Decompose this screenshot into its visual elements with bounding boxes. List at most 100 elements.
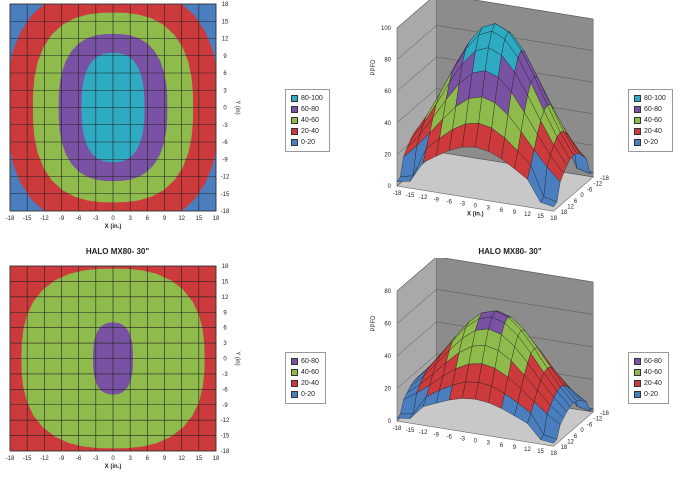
y-tick-label: -6 bbox=[587, 187, 593, 193]
z-axis-label: PPFD bbox=[371, 315, 377, 332]
x-tick-label: -6 bbox=[76, 216, 82, 222]
x-tick-label: 18 bbox=[550, 451, 557, 457]
y-tick-label: 6 bbox=[574, 199, 578, 205]
x-tick-label: -18 bbox=[6, 216, 15, 222]
legend-item-0-20: 0-20 bbox=[291, 137, 323, 148]
y-tick-label: -6 bbox=[222, 140, 228, 146]
y-tick-label: 0 bbox=[223, 357, 227, 363]
y-tick-label: 0 bbox=[580, 428, 584, 434]
z-axis-label: PPFD bbox=[371, 59, 377, 76]
wall-gridline bbox=[396, 25, 594, 60]
y-tick-label: -3 bbox=[222, 372, 228, 378]
y-tick-label: 3 bbox=[223, 341, 227, 347]
x-tick-label: 6 bbox=[146, 216, 150, 222]
x-tick-label: 15 bbox=[537, 449, 544, 455]
surface-cell bbox=[540, 196, 558, 208]
x-tick-label: 15 bbox=[195, 216, 202, 222]
x-tick-label: -12 bbox=[419, 430, 428, 436]
x-tick-label: -12 bbox=[419, 195, 428, 201]
legend-item-60-80: 60-80 bbox=[634, 104, 666, 115]
legend-item-60-80: 60-80 bbox=[634, 356, 662, 367]
y-axis-label: Y (in) bbox=[234, 351, 240, 365]
legend-label: 80-100 bbox=[644, 95, 666, 102]
legend-top-right: 80-100 60-80 40-60 20-40 0-20 bbox=[628, 89, 673, 152]
legend-label: 60-80 bbox=[644, 358, 662, 365]
y-tick-label: -18 bbox=[221, 209, 230, 215]
x-tick-label: -9 bbox=[59, 456, 65, 462]
y-tick-label: -9 bbox=[222, 403, 228, 409]
y-tick-label: 0 bbox=[580, 193, 584, 199]
legend-label: 0-20 bbox=[644, 139, 659, 146]
z-tick-label: 40 bbox=[384, 354, 391, 360]
legend-label: 40-60 bbox=[301, 369, 319, 376]
heatmap-bottom-plot: -18 -15 -12 -9 -6 -3 0 3 6 9 12 15 18 X (in.) 18 15 12 9 6… bbox=[6, 264, 240, 470]
y-tick-label: -15 bbox=[221, 434, 230, 440]
y-tick-label: 12 bbox=[222, 295, 229, 301]
y-tick-label: -12 bbox=[594, 417, 603, 423]
legend-swatch bbox=[291, 117, 298, 124]
legend-label: 0-20 bbox=[301, 391, 316, 398]
legend-swatch bbox=[291, 106, 298, 113]
y-tick-label: 18 bbox=[222, 264, 229, 270]
x-tick-label: 0 bbox=[111, 456, 115, 462]
y-tick-label: 15 bbox=[222, 19, 229, 25]
x-tick-label: -18 bbox=[393, 426, 402, 432]
surface-mesh bbox=[396, 23, 594, 208]
x-tick-label: -3 bbox=[93, 216, 99, 222]
x-tick-label: -15 bbox=[23, 456, 32, 462]
legend-item-60-80: 60-80 bbox=[291, 356, 319, 367]
x-tick-label: 3 bbox=[128, 456, 132, 462]
wall-gridline bbox=[396, 289, 594, 324]
legend-swatch bbox=[634, 391, 641, 398]
x-tick-label: 18 bbox=[550, 216, 557, 222]
x-tick-label: 3 bbox=[487, 206, 491, 212]
wall-gridline bbox=[396, 0, 594, 29]
z-tick-label: 80 bbox=[384, 289, 391, 295]
x-tick-label: 12 bbox=[178, 456, 185, 462]
z-tick-label: 60 bbox=[384, 322, 391, 328]
z-tick-label: 0 bbox=[388, 419, 392, 425]
legend-item-40-60: 40-60 bbox=[291, 367, 319, 378]
z-tick-label: 20 bbox=[384, 387, 391, 393]
y-tick-label: 12 bbox=[567, 205, 574, 211]
y-tick-label: -9 bbox=[222, 157, 228, 163]
x-tick-label: 12 bbox=[178, 216, 185, 222]
contour-bands bbox=[10, 266, 216, 451]
z-tick-label: 100 bbox=[381, 26, 392, 32]
x-tick-label: 6 bbox=[500, 443, 504, 449]
legend-label: 40-60 bbox=[301, 117, 319, 124]
x-axis-label: X (in.) bbox=[105, 464, 122, 470]
surface-top: 0 20 40 60 80 100 PPFD -18 -15 -12 -9 -6 -3 0 3 6 9 12 15 1… bbox=[355, 0, 625, 235]
legend-item-60-80: 60-80 bbox=[291, 104, 323, 115]
legend-top-left: 80-100 60-80 40-60 20-40 0-20 bbox=[285, 89, 330, 152]
x-tick-label: -12 bbox=[40, 456, 49, 462]
surface-mesh bbox=[396, 310, 594, 444]
x-tick-label: 6 bbox=[500, 208, 504, 214]
legend-item-20-40: 20-40 bbox=[291, 378, 319, 389]
legend-swatch bbox=[291, 380, 298, 387]
x-tick-label: -12 bbox=[40, 216, 49, 222]
y-tick-label: 12 bbox=[222, 37, 229, 43]
y-tick-label: 18 bbox=[222, 2, 229, 8]
contour-bands bbox=[10, 4, 216, 211]
legend-label: 0-20 bbox=[301, 139, 316, 146]
legend-swatch bbox=[634, 369, 641, 376]
wall-gridline bbox=[396, 56, 594, 92]
y-tick-label: 6 bbox=[223, 326, 227, 332]
x-tick-label: -6 bbox=[76, 456, 82, 462]
legend-label: 80-100 bbox=[301, 95, 323, 102]
legend-label: 20-40 bbox=[644, 128, 662, 135]
x-tick-label: 3 bbox=[128, 216, 132, 222]
x-tick-label: 18 bbox=[213, 456, 220, 462]
z-tick-label: 80 bbox=[384, 58, 391, 64]
x-tick-label: 9 bbox=[163, 216, 167, 222]
y-axis-label: Y (in) bbox=[234, 100, 240, 114]
legend-label: 60-80 bbox=[644, 106, 662, 113]
legend-item-80-100: 80-100 bbox=[634, 93, 666, 104]
legend-swatch bbox=[291, 128, 298, 135]
y-tick-label: -3 bbox=[222, 123, 228, 129]
x-tick-label: -15 bbox=[406, 193, 415, 199]
legend-swatch bbox=[291, 369, 298, 376]
y-tick-label: -6 bbox=[222, 387, 228, 393]
x-tick-label: -9 bbox=[433, 432, 439, 438]
